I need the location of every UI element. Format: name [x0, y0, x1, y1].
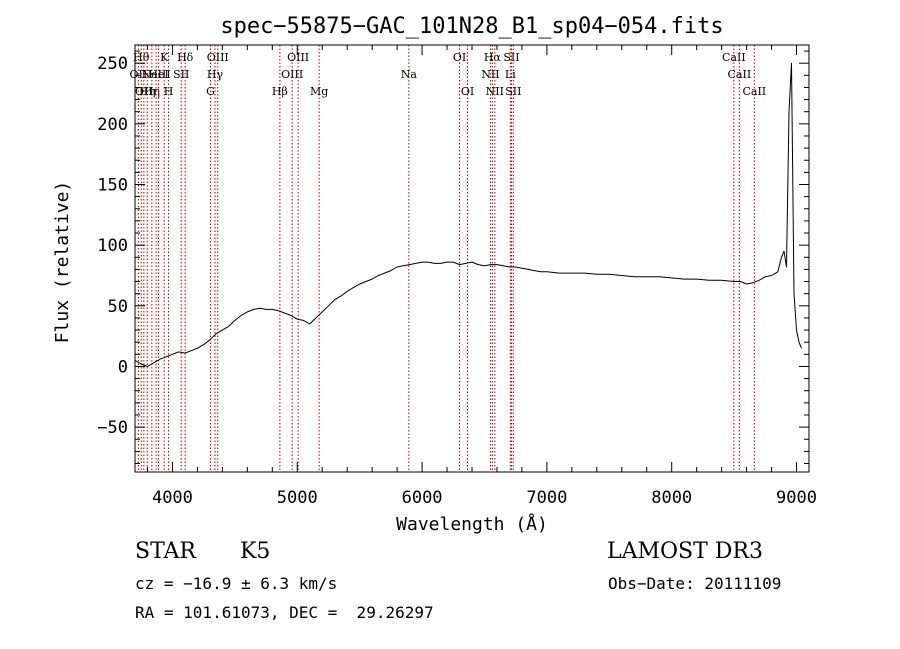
line-marker-label-2: OII [135, 85, 153, 98]
line-marker-label-21: NII [481, 68, 499, 81]
y-axis-label: Flux (relative) [52, 181, 73, 344]
x-tick-label-0: 4000 [152, 488, 193, 508]
series-layer [135, 62, 802, 367]
x-tick-label-3: 7000 [526, 488, 567, 508]
line-marker-label-28: CaII [728, 68, 752, 81]
chart-title: spec−55875−GAC_101N28_B1_sp04−054.fits [220, 14, 723, 39]
y-tick-label-2: 50 [108, 297, 128, 317]
spectral-subclass: K5 [240, 539, 271, 564]
line-marker-label-26: SII [505, 85, 521, 98]
line-markers: OIIHθOIIHηHηNeIIIHeIKHSIIHδGHγOIIIHβOIII… [130, 45, 766, 472]
y-tick-label-1: 0 [118, 357, 128, 377]
line-marker-label-14: Hβ [272, 85, 288, 98]
line-marker-label-25: SII [503, 51, 519, 64]
line-marker-label-8: H [164, 85, 174, 98]
line-marker-label-22: Hα [484, 51, 502, 64]
survey-name: LAMOST DR3 [607, 539, 763, 564]
line-marker-label-6: HeI [148, 68, 168, 81]
line-marker-label-17: Mg [310, 85, 328, 98]
line-marker-label-23: NII [486, 85, 504, 98]
y-tick-label-6: 250 [97, 54, 128, 74]
line-marker-label-11: G [206, 85, 215, 98]
y-tick-label-0: −50 [97, 418, 128, 438]
y-tick-label-3: 100 [97, 236, 128, 256]
object-class: STAR [135, 539, 196, 564]
x-tick-label-2: 6000 [402, 488, 443, 508]
line-marker-label-1: Hθ [133, 51, 150, 64]
line-marker-label-15: OIII [281, 68, 303, 81]
line-marker-label-16: OIII [287, 51, 309, 64]
x-tick-label-5: 9000 [776, 488, 817, 508]
line-marker-label-19: OI [453, 51, 466, 64]
line-marker-label-3: Hη [139, 85, 155, 98]
redshift-text: cz = −16.9 ± 6.3 km/s [135, 574, 338, 593]
line-marker-label-20: OI [461, 85, 474, 98]
line-marker-label-10: Hδ [177, 51, 194, 64]
line-marker-label-12: Hγ [207, 68, 224, 81]
line-marker-label-0: OII [130, 68, 148, 81]
line-marker-label-9: SII [173, 68, 189, 81]
y-tick-label-5: 200 [97, 115, 128, 135]
series-line-0 [135, 62, 802, 367]
line-marker-label-27: CaII [722, 51, 746, 64]
line-marker-label-4: Hη [144, 85, 160, 98]
coordinates-text: RA = 101.61073, DEC = 29.26297 [135, 603, 434, 622]
line-marker-label-7: K [160, 51, 169, 64]
line-marker-label-24: Li [505, 68, 516, 81]
x-axis-label: Wavelength (Å) [396, 513, 548, 535]
x-tick-label-4: 8000 [651, 488, 692, 508]
line-marker-label-29: CaII [742, 85, 766, 98]
line-marker-label-18: Na [401, 68, 418, 81]
axis-ticks: 4000 5000 6000 7000 8000 9000 −50 0 50 100 150 200 2… [97, 45, 817, 508]
line-marker-label-5: NeIII [142, 68, 171, 81]
line-marker-label-13: OIII [207, 51, 229, 64]
observation-date: Obs−Date: 20111109 [608, 574, 782, 593]
plot-frame [134, 44, 810, 473]
x-tick-label-1: 5000 [277, 488, 318, 508]
y-tick-label-4: 150 [97, 176, 128, 196]
